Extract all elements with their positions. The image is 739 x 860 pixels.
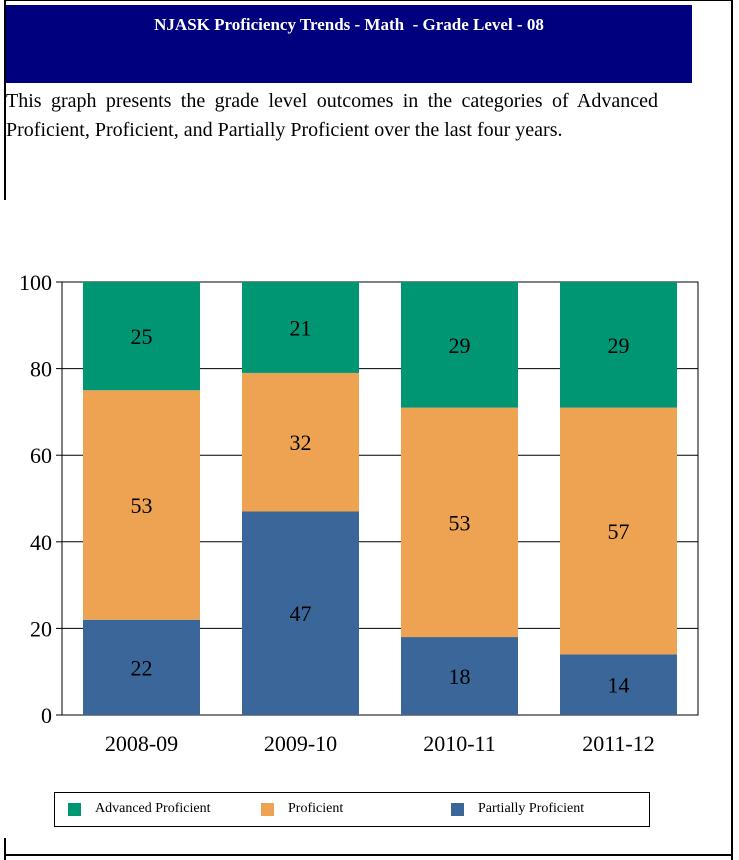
chart-legend: Advanced Proficient Proficient Partially… [54,792,650,827]
legend-swatch-advanced-proficient [68,802,81,816]
legend-swatch-proficient [261,802,274,816]
plot-area-border [61,281,699,716]
y-tick-label-60: 60 [30,443,52,468]
header-band: NJASK Proficiency Trends - Math - Grade … [6,5,692,83]
legend-label-advanced-proficient: Advanced Proficient [95,801,211,816]
legend-label-proficient: Proficient [288,801,344,816]
frame-left-border-lower [4,838,6,860]
y-tick-label-80: 80 [30,357,52,382]
page-title: NJASK Proficiency Trends - Math - Grade … [154,15,544,34]
y-tick-label-40: 40 [30,530,52,555]
x-tick-label-2010-11: 2010-11 [423,731,496,756]
bar-partially-proficient-2010-11 [401,637,518,715]
data-label-proficient-2011-12: 57 [608,519,630,544]
x-tick-label-2009-10: 2009-10 [264,731,337,756]
legend-item-proficient: Proficient [261,801,343,817]
legend-label-partially-proficient: Partially Proficient [478,801,585,816]
frame-top-border [4,0,733,1]
y-tick-label-100: 100 [19,270,52,295]
data-label-advanced-proficient-2008-09: 25 [131,324,153,349]
data-label-advanced-proficient-2010-11: 29 [449,333,471,358]
chart-description: This graph presents the grade level outc… [6,90,658,141]
bar-proficient-2011-12 [560,407,677,655]
bar-proficient-2010-11 [401,407,518,638]
data-label-partially-proficient-2011-12: 14 [608,673,630,698]
data-label-partially-proficient-2009-10: 47 [290,601,312,626]
data-label-partially-proficient-2010-11: 18 [449,664,471,689]
bar-partially-proficient-2011-12 [560,654,677,715]
y-tick-label-0: 0 [41,703,52,728]
data-label-proficient-2009-10: 32 [290,430,312,455]
bar-partially-proficient-2008-09 [83,619,200,715]
bar-advanced-proficient-2010-11 [401,282,518,408]
bar-proficient-2008-09 [83,390,200,620]
x-tick-label-2011-12: 2011-12 [582,731,655,756]
bar-advanced-proficient-2008-09 [83,282,200,391]
legend-item-partially-proficient: Partially Proficient [451,801,584,817]
data-label-proficient-2008-09: 53 [131,493,153,518]
x-tick-label-2008-09: 2008-09 [105,731,178,756]
y-tick-label-20: 20 [30,616,52,641]
legend-item-advanced-proficient: Advanced Proficient [68,801,210,817]
data-label-proficient-2010-11: 53 [449,510,471,535]
bar-proficient-2009-10 [242,372,359,512]
legend-swatch-partially-proficient [451,802,464,816]
data-label-partially-proficient-2008-09: 22 [131,655,153,680]
frame-bottom-border [4,854,733,856]
bar-partially-proficient-2009-10 [242,511,359,715]
bar-advanced-proficient-2011-12 [560,282,677,408]
frame-left-border [4,0,6,200]
frame-right-border [731,0,733,860]
data-label-advanced-proficient-2011-12: 29 [608,333,630,358]
data-label-advanced-proficient-2009-10: 21 [290,315,312,340]
bar-advanced-proficient-2009-10 [242,282,359,373]
